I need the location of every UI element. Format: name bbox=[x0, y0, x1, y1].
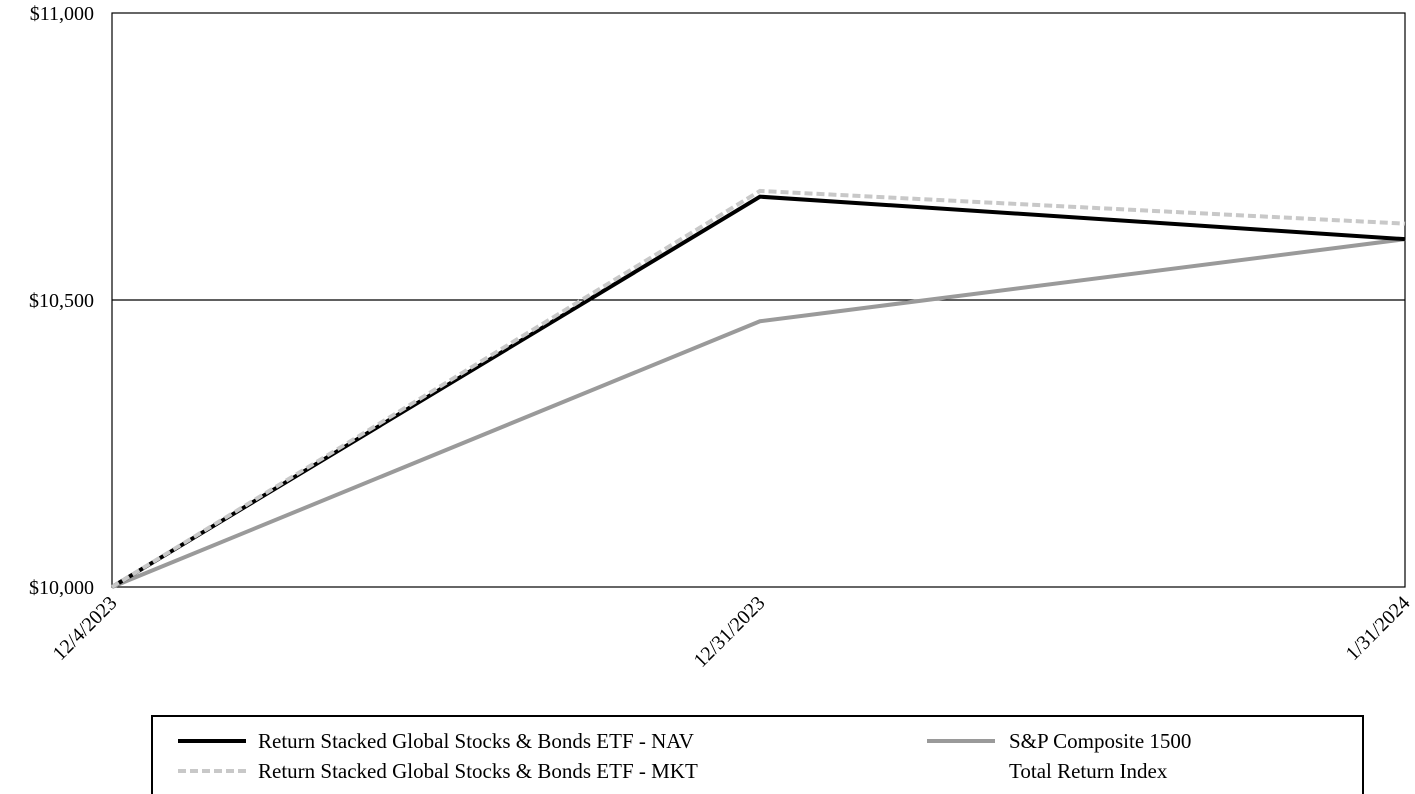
y-tick-label: $10,000 bbox=[29, 577, 94, 599]
legend: Return Stacked Global Stocks & Bonds ETF… bbox=[151, 715, 1364, 794]
legend-label: Return Stacked Global Stocks & Bonds ETF… bbox=[258, 729, 694, 753]
x-tick-label: 12/31/2023 bbox=[690, 592, 770, 672]
series-line-1 bbox=[110, 188, 1406, 589]
x-tick-label: 1/31/2024 bbox=[1342, 592, 1415, 665]
y-axis-tick-labels: $10,000 $10,500 $11,000 bbox=[29, 3, 94, 599]
legend-label: Total Return Index bbox=[1009, 759, 1168, 783]
legend-label: Return Stacked Global Stocks & Bonds ETF… bbox=[258, 759, 698, 783]
series-line-2 bbox=[111, 237, 1406, 589]
plot-area-frame bbox=[111, 12, 1406, 588]
legend-label: S&P Composite 1500 bbox=[1009, 729, 1191, 753]
series-line-0 bbox=[110, 194, 1406, 589]
y-tick-label: $11,000 bbox=[30, 3, 94, 25]
y-tick-label: $10,500 bbox=[29, 290, 94, 312]
x-tick-label: 12/4/2023 bbox=[49, 592, 122, 665]
series-layer bbox=[110, 188, 1406, 589]
legend-box bbox=[151, 715, 1364, 794]
x-axis-tick-labels: 12/4/2023 12/31/2023 1/31/2024 bbox=[49, 592, 1415, 672]
